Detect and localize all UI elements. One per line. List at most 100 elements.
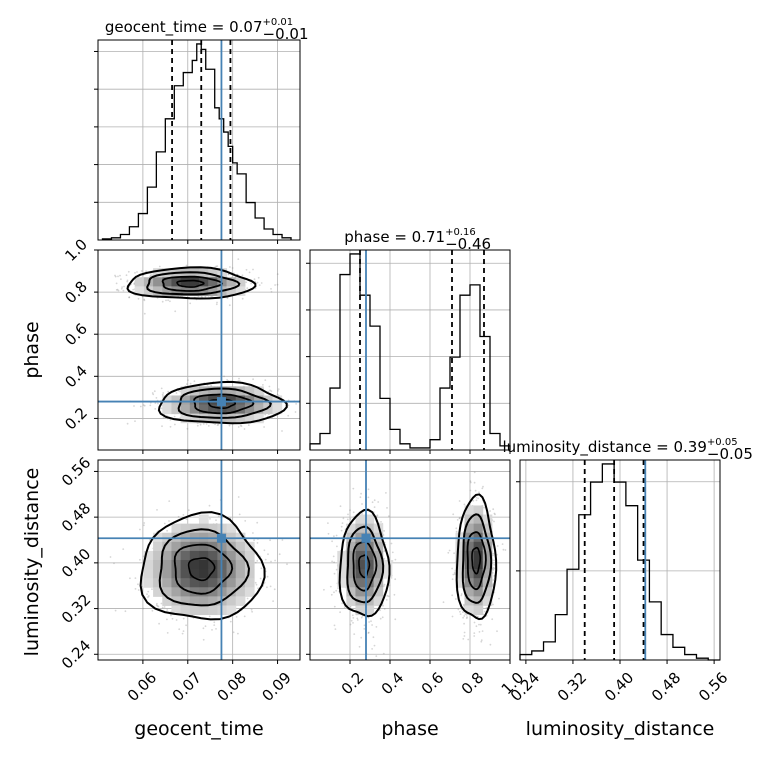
density-cell — [226, 386, 237, 396]
sample-point — [276, 283, 279, 286]
density-cell — [208, 569, 218, 579]
sample-point — [215, 265, 218, 268]
sample-point — [361, 503, 363, 505]
sample-point — [266, 575, 269, 578]
sample-point — [329, 585, 332, 588]
sample-point — [367, 616, 370, 619]
density-cell — [189, 277, 200, 287]
sample-point — [204, 295, 207, 298]
sample-point — [166, 609, 169, 611]
sample-point — [263, 549, 266, 552]
sample-point — [128, 296, 131, 299]
density-cell — [171, 541, 182, 552]
sample-point — [442, 601, 445, 604]
sample-point — [71, 279, 73, 281]
sample-point — [182, 514, 185, 516]
sample-point — [128, 296, 131, 299]
sample-point — [143, 298, 146, 301]
density-cell — [373, 587, 384, 597]
density-cell — [226, 277, 237, 287]
sample-point — [371, 648, 373, 650]
sample-point — [270, 290, 273, 293]
density-cell — [171, 578, 182, 588]
density-cell — [235, 578, 246, 588]
density-cell — [482, 523, 493, 534]
sample-point — [381, 616, 384, 619]
sample-point — [113, 562, 115, 565]
sample-point — [243, 428, 246, 430]
density-panel-geocent_time-phase — [71, 249, 301, 454]
density-cell — [208, 578, 218, 588]
sample-point — [189, 302, 192, 305]
sample-point — [386, 507, 388, 509]
density-cell — [143, 578, 154, 588]
y-axis-label-luminosity-distance: luminosity_distance — [21, 468, 43, 657]
density-cell — [346, 587, 356, 597]
density-cell — [337, 578, 347, 588]
tick-label: 0.32 — [58, 591, 94, 627]
density-cell — [199, 550, 209, 561]
sample-point — [229, 266, 231, 268]
sample-point — [163, 606, 166, 608]
density-cell — [153, 578, 163, 588]
sample-point — [117, 275, 119, 278]
density-cell — [473, 560, 484, 570]
tick-label: 0.40 — [58, 545, 94, 581]
tick-label: 0.56 — [58, 453, 94, 489]
sample-point — [157, 605, 160, 608]
sample-point — [146, 593, 148, 596]
density-content — [71, 258, 297, 432]
sample-point — [256, 281, 259, 284]
tick-label: 1.0 — [61, 235, 91, 265]
sample-point — [215, 303, 218, 306]
sample-point — [276, 273, 279, 275]
sample-point — [394, 558, 397, 561]
sample-point — [491, 572, 494, 574]
sample-point — [453, 571, 456, 574]
sample-point — [241, 297, 244, 300]
density-cell — [473, 578, 484, 588]
density-cell — [473, 587, 484, 597]
sample-point — [493, 520, 495, 523]
density-cell — [189, 541, 200, 552]
title-plus: +0.16 — [445, 227, 476, 238]
sample-point — [251, 610, 254, 613]
panel-frame — [309, 249, 511, 451]
contour-line — [471, 546, 482, 575]
sample-point — [248, 271, 251, 274]
density-cell — [346, 560, 356, 570]
density-cell — [153, 587, 163, 597]
density-cell — [244, 404, 255, 415]
density-cell — [355, 587, 366, 597]
sample-point — [243, 615, 246, 618]
density-cell — [272, 395, 283, 406]
sample-point — [257, 587, 259, 590]
sample-point — [335, 568, 338, 571]
density-cell — [162, 569, 172, 579]
sample-point — [134, 577, 137, 579]
sample-point — [245, 281, 248, 284]
sample-point — [478, 491, 480, 494]
density-cell — [199, 578, 209, 588]
sample-point — [254, 287, 257, 290]
sample-point — [169, 419, 172, 421]
sample-point — [334, 628, 337, 630]
sample-point — [360, 492, 362, 495]
density-cell — [464, 587, 475, 597]
density-cell — [208, 587, 218, 597]
density-cell — [482, 541, 493, 552]
density-cell — [162, 404, 172, 415]
sample-point — [371, 501, 374, 504]
sample-point — [327, 522, 329, 524]
sample-point — [256, 542, 259, 544]
density-cell — [180, 523, 191, 534]
density-cell — [153, 550, 163, 561]
contour-line — [176, 279, 205, 288]
contour-line — [466, 531, 487, 591]
sample-point — [295, 403, 297, 405]
contour-line — [346, 525, 385, 604]
sample-point — [277, 390, 279, 392]
density-cell — [482, 596, 493, 606]
sample-point — [266, 586, 268, 589]
density-cell — [244, 560, 255, 570]
